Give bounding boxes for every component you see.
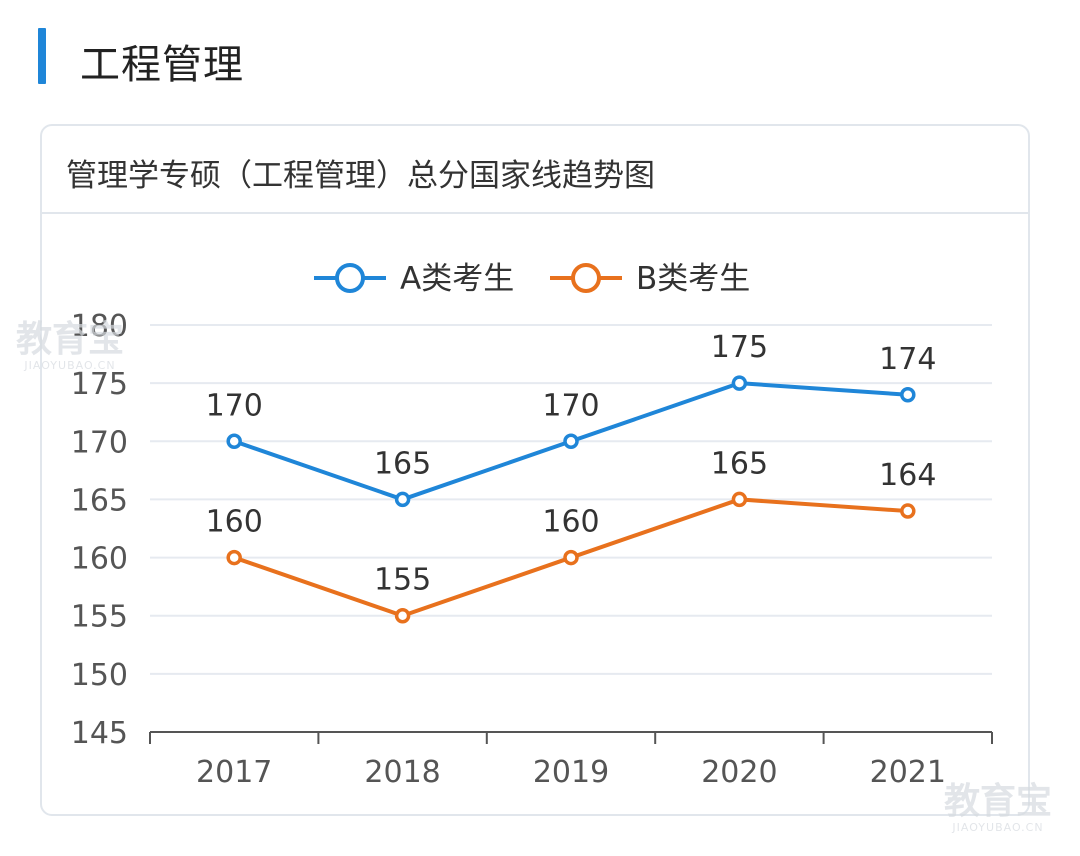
data-point [563,549,579,566]
x-tick-label: 2018 [364,755,440,790]
data-label: 175 [711,330,768,365]
data-label: 160 [206,505,263,540]
watermark-sub: JIAOYUBAO.CN [952,821,1044,834]
watermark-sub: JIAOYUBAO.CN [24,359,116,372]
y-tick-label: 145 [71,716,128,751]
data-point [226,549,242,566]
data-label: 170 [206,388,263,423]
data-point [731,375,748,391]
data-point [394,491,411,508]
watermark-left: 教育宝 JIAOYUBAO.CN [16,319,125,372]
data-point [900,387,916,403]
section-title: 工程管理 [80,42,244,88]
legend-marker [571,263,601,293]
y-tick-label: 160 [71,542,128,577]
y-tick-label: 165 [71,483,128,518]
y-tick-label: 155 [71,600,128,635]
data-label: 170 [542,388,599,423]
data-point [226,433,242,450]
x-tick-label: 2021 [870,755,946,790]
section-accent-bar [38,28,46,84]
watermark-main: 教育宝 [16,319,125,360]
data-point [394,607,411,624]
legend-label: A类考生 [400,261,514,297]
data-point [900,503,916,519]
watermark-right: 教育宝 JIAOYUBAO.CN [944,781,1053,834]
x-tick-label: 2019 [533,755,609,790]
chart-title: 管理学专硕（工程管理）总分国家线趋势图 [66,158,655,194]
data-point [731,491,748,508]
data-label: 160 [542,505,599,540]
line-chart: 145 150 155 160 165 170 175 180 2017 2018 2019 2020… [71,261,993,790]
legend-label: B类考生 [636,261,750,297]
y-tick-label: 170 [71,425,128,460]
x-tick-label: 2017 [196,755,272,790]
x-tick-label: 2020 [701,755,777,790]
data-label: 164 [879,458,936,493]
data-point [563,433,579,450]
y-tick-label: 150 [71,658,128,693]
legend-marker [335,263,365,293]
chart-card-header: 管理学专硕（工程管理）总分国家线趋势图 [42,126,1028,214]
data-label: 165 [711,446,768,481]
y-tick-label: 180 [71,309,128,344]
watermark-main: 教育宝 [944,781,1053,822]
chart-card: 管理学专硕（工程管理）总分国家线趋势图 145 150 155 160 165 170 17… [40,124,1030,816]
data-label: 174 [879,342,936,377]
data-label: 165 [374,446,431,481]
data-label: 155 [374,563,431,598]
y-tick-label: 175 [71,367,128,402]
